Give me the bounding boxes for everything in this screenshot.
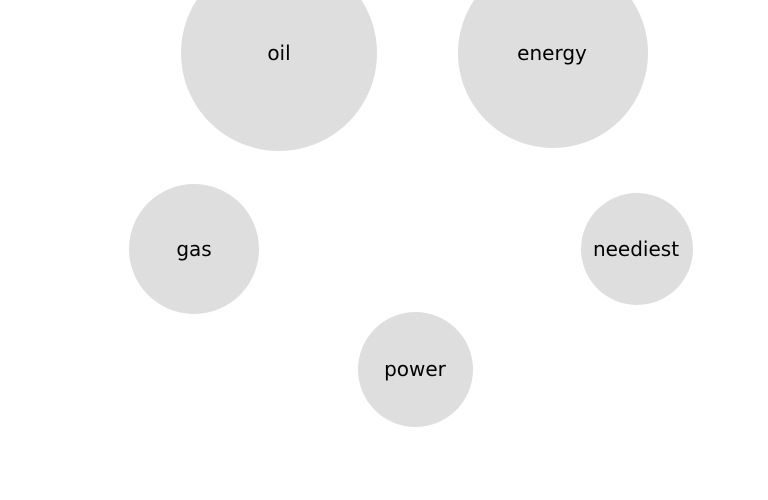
bubble-neediest [581, 193, 693, 305]
bubble-label-gas: gas [176, 237, 212, 261]
bubble-label-neediest: neediest [592, 237, 680, 261]
bubble-gas [129, 184, 259, 314]
bubble-label-oil: oil [267, 41, 291, 65]
bubble-oil [181, 0, 377, 151]
bubble-power [358, 312, 473, 427]
bubble-label-power: power [384, 357, 446, 381]
bubble-energy [458, 0, 648, 148]
bubble-label-energy: energy [517, 41, 587, 65]
